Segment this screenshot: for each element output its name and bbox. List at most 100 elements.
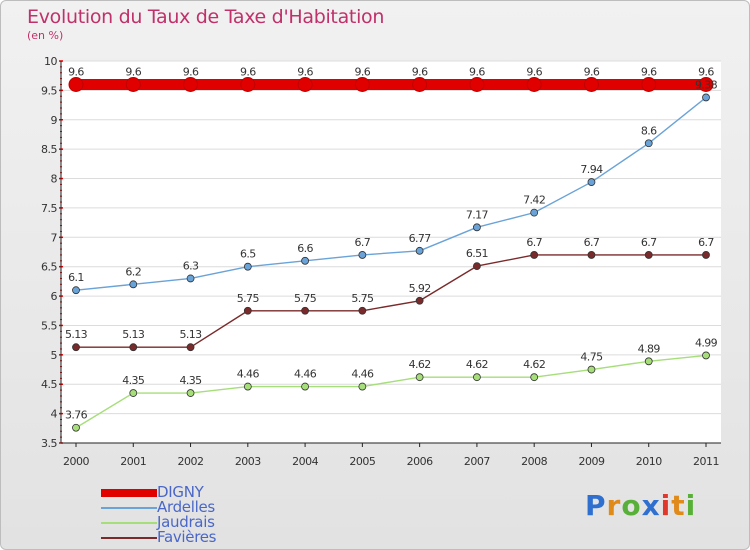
data-label: 9.38 — [695, 78, 718, 91]
data-point — [415, 296, 424, 305]
data-label: 9.6 — [297, 66, 313, 79]
y-tick-label: 4.5 — [41, 378, 57, 391]
data-point — [644, 251, 653, 259]
data-point — [473, 262, 481, 271]
series-line-ardelles — [75, 96, 707, 291]
logo-letter: x — [641, 489, 661, 522]
data-label: 4.35 — [179, 374, 202, 387]
y-tick-label: 6.5 — [41, 261, 57, 274]
legend-label: Ardelles — [157, 498, 215, 516]
data-label: 9.6 — [526, 66, 542, 79]
data-point — [68, 77, 84, 93]
data-point — [72, 286, 80, 295]
data-point — [587, 178, 596, 186]
data-point — [530, 208, 539, 217]
data-point — [301, 256, 309, 265]
data-point — [183, 77, 199, 93]
y-tick-label: 7 — [51, 231, 58, 244]
x-tick-label: 2009 — [578, 455, 604, 468]
data-label: 6.51 — [466, 247, 488, 260]
data-label: 3.76 — [65, 409, 88, 422]
data-label: 7.42 — [523, 194, 545, 207]
y-tick-label: 7.5 — [41, 202, 57, 215]
data-label: 5.13 — [122, 328, 145, 341]
x-tick-label: 2008 — [521, 455, 547, 468]
data-point — [243, 306, 252, 315]
logo-letter: P — [585, 489, 607, 522]
data-point — [644, 139, 653, 148]
data-point — [243, 262, 252, 271]
legend-swatch — [101, 489, 157, 497]
data-point — [129, 343, 138, 352]
data-label: 4.75 — [580, 351, 603, 364]
logo-letter: o — [621, 489, 642, 522]
data-point — [702, 251, 710, 259]
data-label: 9.6 — [412, 66, 428, 79]
y-tick-label: 6 — [51, 290, 58, 303]
data-label: 9.6 — [355, 66, 371, 79]
x-tick-label: 2001 — [120, 455, 146, 468]
x-tick-label: 2007 — [464, 455, 490, 468]
data-point — [473, 223, 481, 232]
data-point — [641, 77, 657, 93]
data-label: 6.3 — [183, 259, 199, 272]
data-label: 9.6 — [469, 66, 485, 79]
data-point — [587, 365, 596, 374]
data-label: 6.7 — [698, 236, 714, 249]
y-tick-label: 5.5 — [41, 319, 57, 332]
legend-swatch — [101, 537, 157, 539]
data-label: 6.7 — [641, 236, 657, 249]
data-label: 4.46 — [294, 368, 317, 381]
data-point — [358, 251, 367, 259]
data-point — [702, 93, 710, 102]
x-tick-label: 2011 — [693, 455, 719, 468]
data-point — [644, 357, 653, 366]
data-label: 5.75 — [237, 292, 260, 305]
data-label: 9.6 — [125, 66, 141, 79]
legend-swatch — [101, 522, 157, 524]
data-point — [301, 382, 309, 391]
data-point — [354, 77, 370, 93]
data-point — [583, 77, 599, 93]
data-point — [702, 351, 710, 360]
data-label: 7.94 — [580, 163, 603, 176]
proxiti-logo: Proxiti — [585, 489, 696, 522]
y-tick-label: 9.5 — [41, 84, 57, 97]
data-label: 5.75 — [351, 292, 374, 305]
data-label: 9.6 — [698, 66, 714, 79]
series-line-jaudrais — [75, 354, 707, 429]
legend-label: Favières — [157, 528, 217, 546]
data-point — [415, 246, 424, 255]
data-label: 6.6 — [297, 242, 313, 255]
y-tick-label: 8 — [51, 173, 58, 186]
line-chart: 3.5 4 4.5 5 5.5 6 6.5 7 7.5 8 8.5 9 9.5 10 2000 2001 200… — [41, 55, 721, 468]
data-label: 5.13 — [179, 328, 202, 341]
y-tick-label: 5 — [51, 349, 58, 362]
data-point — [469, 77, 485, 93]
data-point — [129, 280, 138, 289]
data-label: 5.75 — [294, 292, 317, 305]
data-point — [243, 382, 252, 391]
data-point — [530, 373, 539, 382]
data-label: 4.35 — [122, 374, 145, 387]
data-label: 4.89 — [638, 342, 661, 355]
data-point — [530, 251, 539, 259]
x-tick-label: 2000 — [63, 455, 89, 468]
legend-label: DIGNY — [157, 483, 204, 501]
data-label: 6.2 — [125, 265, 141, 278]
data-label: 4.62 — [409, 358, 431, 371]
data-point — [186, 389, 195, 397]
data-point — [412, 77, 428, 93]
data-point — [473, 373, 481, 382]
data-point — [125, 77, 141, 93]
data-label: 4.46 — [237, 368, 260, 381]
y-tick-label: 8.5 — [41, 143, 57, 156]
x-tick-label: 2005 — [349, 455, 375, 468]
chart-title: Evolution du Taux de Taxe d'Habitation — [27, 6, 385, 28]
y-tick-label: 3.5 — [41, 437, 57, 450]
data-point — [301, 306, 309, 315]
legend-label: Jaudrais — [157, 513, 215, 531]
data-label: 6.77 — [409, 232, 432, 245]
series-line-favières — [76, 254, 706, 348]
x-tick-label: 2004 — [292, 455, 318, 468]
